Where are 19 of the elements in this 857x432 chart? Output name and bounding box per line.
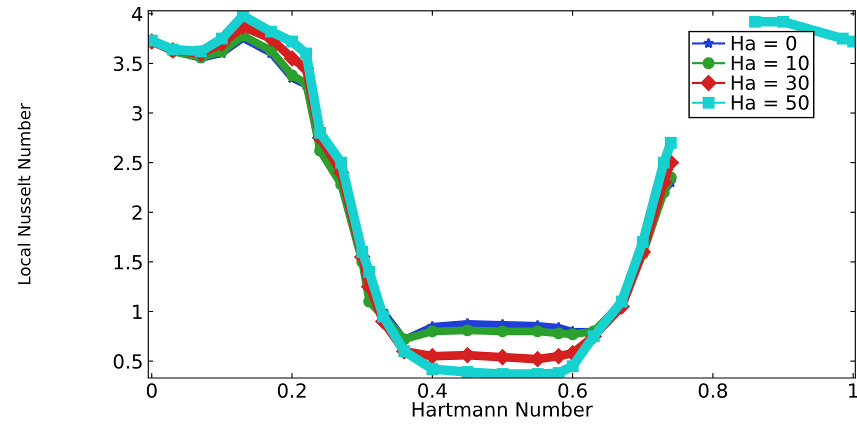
x-tick-label: 0.4 — [418, 383, 447, 398]
x-tick-label: 0.8 — [698, 383, 728, 398]
x-tick-label: 0.2 — [278, 383, 306, 398]
x-tick-label: 0 — [146, 383, 157, 398]
legend-label: Ha = 10 — [732, 56, 809, 70]
x-tick-label: 0.6 — [558, 383, 587, 398]
y-tick-label: 3.5 — [114, 56, 142, 72]
y-tick-label: 0.5 — [114, 354, 142, 369]
y-axis-title: Local Nusselt Number — [18, 103, 31, 284]
y-tick-label: 2.5 — [114, 156, 142, 170]
y-tick-label: 1 — [133, 304, 142, 319]
y-tick-label: 4 — [132, 6, 142, 22]
legend-label: Ha = 30 — [732, 75, 809, 90]
y-tick-label: 3 — [132, 106, 142, 121]
x-axis-title: Hartmann Number — [412, 402, 593, 417]
legend-label: Ha = 0 — [732, 36, 796, 50]
y-tick-label: 2 — [132, 205, 142, 220]
y-tick-label: 1.5 — [114, 255, 142, 270]
legend-label: Ha = 50 — [732, 95, 809, 110]
